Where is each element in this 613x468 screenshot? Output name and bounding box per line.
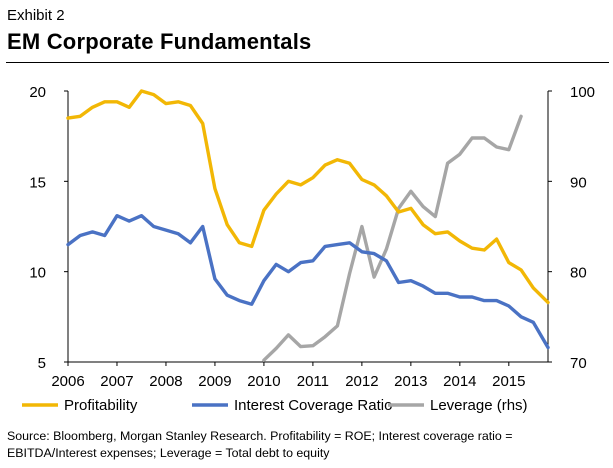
x-ticks: 2006 2007 2008 2009 2010 2011 2012 2013 2014 2015 (51, 362, 526, 390)
right-y-tick-label: 80 (570, 265, 587, 282)
series-line-interest-coverage-ratio (66, 213, 550, 350)
series-line-leverage-rhs (262, 114, 523, 362)
chart-title: EM Corporate Fundamentals (7, 29, 312, 54)
left-y-tick-label: 10 (29, 265, 46, 282)
left-y-tick-label: 15 (29, 174, 46, 191)
source-note: Source: Bloomberg, Morgan Stanley Resear… (7, 428, 607, 462)
legend-label-interest-coverage-ratio: Interest Coverage Ratio (234, 397, 392, 414)
legend-label-leverage-rhs: Leverage (rhs) (430, 397, 528, 414)
x-tick-label: 2013 (394, 373, 427, 390)
x-tick-label: 2007 (100, 373, 133, 390)
right-y-tick-label: 70 (570, 355, 587, 372)
right-y-ticks: 100 90 80 70 (548, 84, 595, 372)
legend-label-profitability: Profitability (64, 397, 138, 414)
x-tick-label: 2009 (198, 373, 231, 390)
left-y-tick-label: 20 (29, 84, 46, 101)
exhibit-label: Exhibit 2 (7, 7, 65, 24)
source-line-2: EBITDA/Interest expenses; Leverage = Tot… (7, 446, 330, 460)
x-tick-label: 2015 (492, 373, 525, 390)
right-y-tick-label: 90 (570, 174, 587, 191)
x-tick-label: 2012 (345, 373, 378, 390)
left-y-tick-label: 5 (38, 355, 46, 372)
title-divider (6, 62, 609, 63)
x-tick-label: 2008 (149, 373, 182, 390)
x-tick-label: 2014 (443, 373, 476, 390)
x-tick-label: 2006 (51, 373, 84, 390)
x-tick-label: 2010 (247, 373, 280, 390)
left-y-ticks: 20 15 10 5 (29, 84, 68, 372)
series-layer (66, 89, 550, 362)
right-y-tick-label: 100 (570, 84, 595, 101)
source-line-1: Source: Bloomberg, Morgan Stanley Resear… (7, 429, 513, 443)
legend: Profitability Interest Coverage Ratio Leve… (22, 397, 528, 414)
x-tick-label: 2011 (297, 373, 329, 390)
series-line-profitability (66, 89, 550, 305)
